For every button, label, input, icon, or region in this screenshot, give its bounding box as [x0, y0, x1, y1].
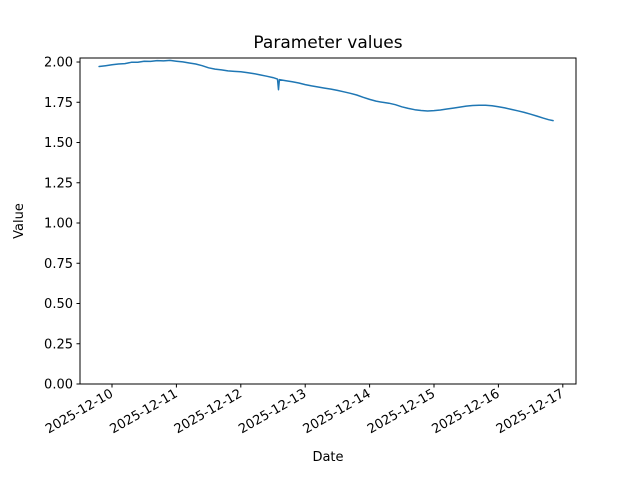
y-tick-label: 1.25: [44, 176, 73, 191]
y-tick-label: 1.00: [44, 217, 73, 232]
y-tick-label: 0.00: [44, 378, 73, 393]
y-tick-label: 0.75: [44, 257, 73, 272]
x-tick-label: 2025-12-14: [301, 386, 374, 437]
y-tick-label: 0.25: [44, 337, 73, 352]
y-tick-label: 1.75: [44, 96, 73, 111]
x-tick-label: 2025-12-11: [107, 386, 180, 437]
x-tick-label: 2025-12-17: [494, 386, 567, 437]
axes-spines: [79, 57, 577, 385]
x-axis: 2025-12-102025-12-112025-12-122025-12-13…: [43, 384, 567, 437]
plot-area: [80, 58, 576, 384]
x-tick-label: 2025-12-10: [43, 386, 116, 437]
y-tick-label: 0.50: [44, 297, 73, 312]
y-tick-label: 2.00: [44, 56, 73, 71]
y-axis: 0.00 0.25 0.50 0.75 1.00 1.25 1.50 1.75 2.00: [44, 56, 80, 393]
data-series-line: [98, 59, 554, 122]
x-tick-label: 2025-12-13: [236, 386, 309, 437]
x-tick-label: 2025-12-12: [172, 386, 245, 437]
y-tick-label: 1.50: [44, 136, 73, 151]
x-tick-label: 2025-12-16: [429, 386, 502, 437]
x-axis-label: Date: [312, 450, 343, 465]
chart-title: Parameter values: [253, 33, 402, 53]
x-tick-label: 2025-12-15: [365, 386, 438, 437]
y-axis-label: Value: [12, 203, 27, 239]
